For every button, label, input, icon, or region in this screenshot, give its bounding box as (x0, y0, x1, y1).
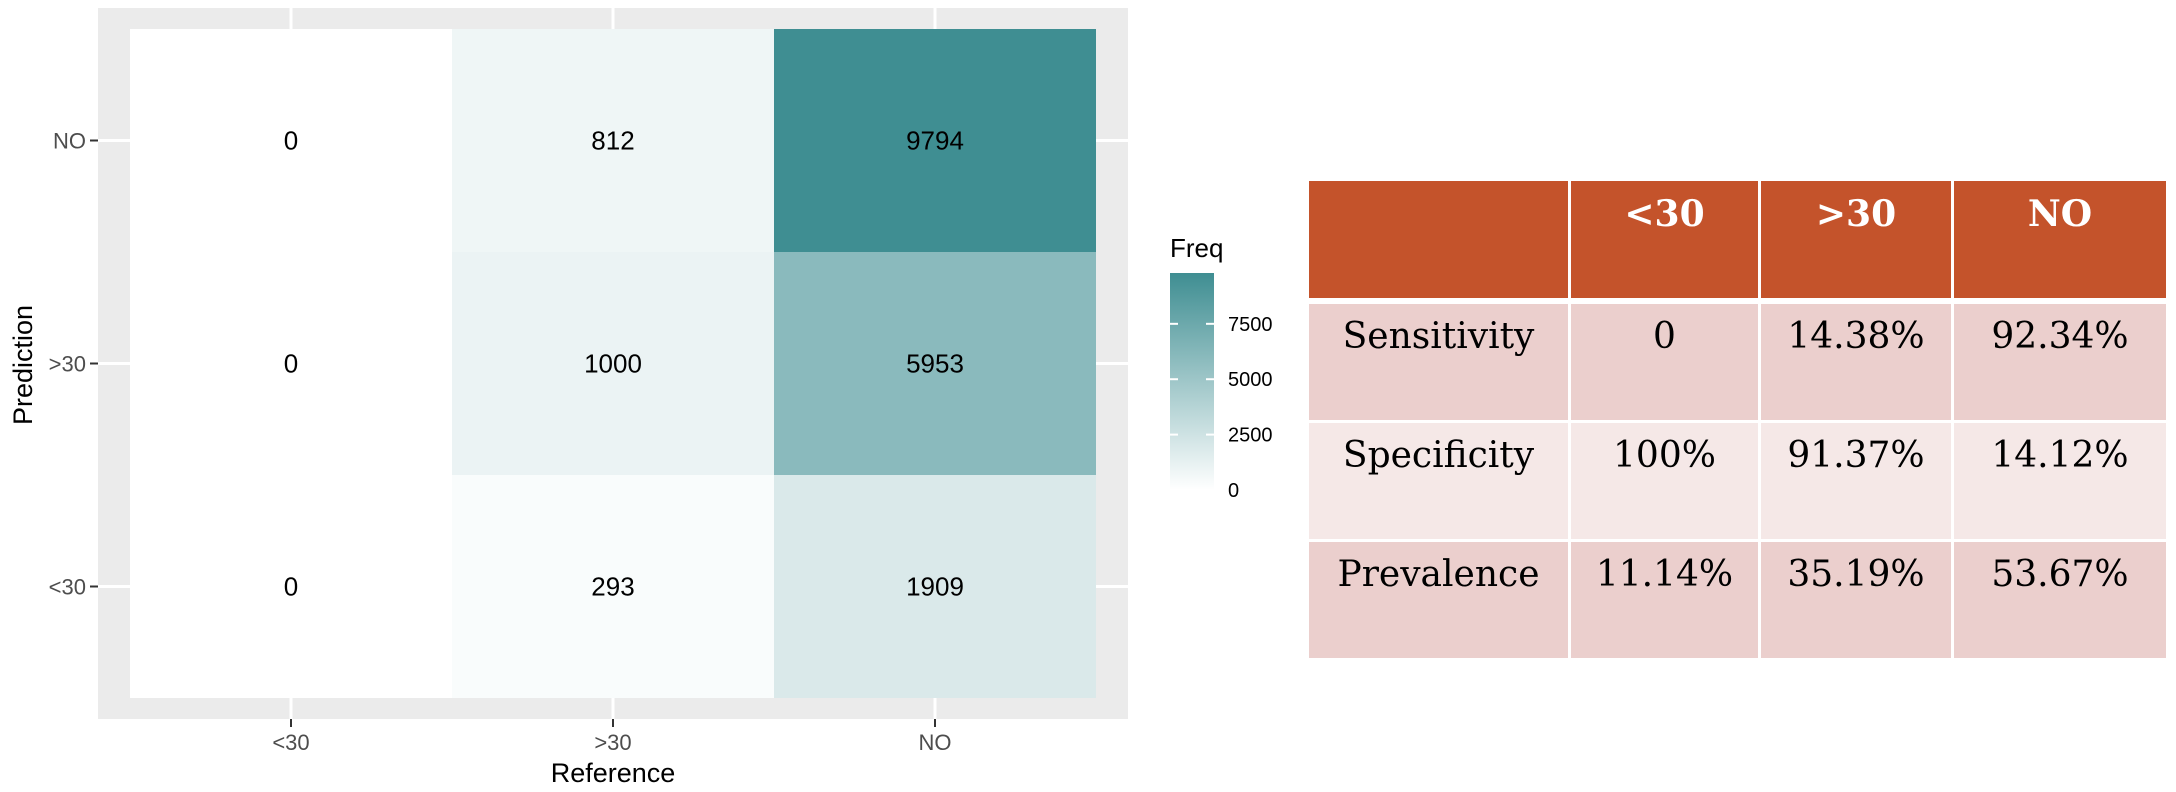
table-cell: 0 (1568, 299, 1761, 423)
header-cell-lt30: <30 (1568, 178, 1761, 303)
x-tick-label: >30 (594, 730, 631, 755)
y-tick-label: <30 (49, 575, 86, 600)
heatmap-cell (452, 29, 774, 252)
cell-value-label: 293 (591, 572, 634, 602)
heatmap-cell (774, 29, 1096, 252)
y-tick-label: NO (53, 129, 86, 154)
heatmap-cell (130, 252, 452, 475)
y-tick-label: >30 (49, 352, 86, 377)
heatmap-cell (130, 29, 452, 252)
cell-value-label: 812 (591, 126, 634, 156)
table-cell: 11.14% (1568, 539, 1761, 661)
table-row: Specificity 100% 91.37% 14.12% (1306, 420, 2169, 542)
heatmap-svg: 0 812 9794 0 1000 5953 0 293 1909 <30 >30 NO <30 >30 N… (8, 8, 1273, 788)
table-row: Sensitivity 0 14.38% 92.34% (1306, 299, 2169, 423)
heatmap-cell (130, 475, 452, 698)
legend-colorbar (1170, 273, 1214, 490)
x-axis-title: Reference (551, 758, 676, 788)
x-tick-label: NO (919, 730, 952, 755)
table-cell: 14.12% (1951, 420, 2169, 542)
legend-tick-label: 0 (1228, 480, 1239, 502)
cell-value-label: 1909 (906, 572, 964, 602)
table-header-row: <30 >30 NO (1306, 178, 2169, 303)
legend-tick-label: 5000 (1228, 369, 1273, 391)
cell-value-label: 0 (284, 349, 298, 379)
legend-title: Freq (1170, 233, 1223, 263)
table-cell: 14.38% (1758, 299, 1954, 423)
x-tick-label: <30 (272, 730, 309, 755)
table-cell: 92.34% (1951, 299, 2169, 423)
header-cell-gt30: >30 (1758, 178, 1954, 303)
cell-value-label: 9794 (906, 126, 964, 156)
table-cell: 100% (1568, 420, 1761, 542)
row-label-prevalence: Prevalence (1306, 539, 1571, 661)
cell-value-label: 5953 (906, 349, 964, 379)
heatmap-cell (774, 475, 1096, 698)
row-label-specificity: Specificity (1306, 420, 1571, 542)
cell-value-label: 0 (284, 572, 298, 602)
confusion-matrix-heatmap: 0 812 9794 0 1000 5953 0 293 1909 <30 >30 NO <30 >30 N… (8, 8, 1273, 788)
heatmap-cell (774, 252, 1096, 475)
heatmap-cell (452, 475, 774, 698)
metrics-table: <30 >30 NO Sensitivity 0 14.38% 92.34% S… (1306, 178, 2169, 661)
cell-value-label: 0 (284, 126, 298, 156)
legend-tick-label: 2500 (1228, 425, 1273, 447)
table-row: Prevalence 11.14% 35.19% 53.67% (1306, 539, 2169, 661)
cell-value-label: 1000 (584, 349, 642, 379)
table-cell: 35.19% (1758, 539, 1954, 661)
table-cell: 53.67% (1951, 539, 2169, 661)
header-cell-empty (1306, 178, 1571, 303)
legend-tick-label: 7500 (1228, 314, 1273, 336)
y-axis-title: Prediction (8, 305, 38, 425)
table-cell: 91.37% (1758, 420, 1954, 542)
heatmap-cell (452, 252, 774, 475)
header-cell-no: NO (1951, 178, 2169, 303)
row-label-sensitivity: Sensitivity (1306, 299, 1571, 423)
